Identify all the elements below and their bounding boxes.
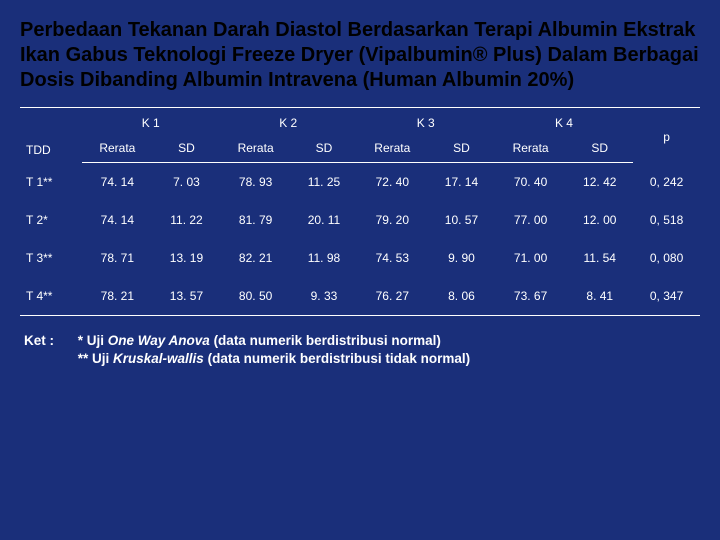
footnote-body: * Uji One Way Anova (data numerik berdis… xyxy=(78,332,694,368)
table-cell: 13. 57 xyxy=(153,277,220,316)
table-cell: 77. 00 xyxy=(495,201,567,239)
group-header: K 1 xyxy=(82,108,220,135)
group-header-row: TDD K 1 K 2 K 3 K 4 p xyxy=(20,108,700,135)
table-cell: 9. 90 xyxy=(428,239,495,277)
table-cell: 76. 27 xyxy=(357,277,429,316)
footnote-line1-suffix: (data numerik berdistribusi normal) xyxy=(210,333,441,348)
row-label: T 1** xyxy=(20,163,82,202)
p-cell: 0, 080 xyxy=(633,239,700,277)
footnote-line1-prefix: * Uji xyxy=(78,333,108,348)
slide-title: Perbedaan Tekanan Darah Diastol Berdasar… xyxy=(20,18,700,93)
table-cell: 74. 14 xyxy=(82,163,154,202)
sub-header-row: Rerata SD Rerata SD Rerata SD Rerata SD xyxy=(20,134,700,163)
table-row: T 2*74. 1411. 2281. 7920. 1179. 2010. 57… xyxy=(20,201,700,239)
subhead-sd: SD xyxy=(291,134,356,163)
p-cell: 0, 347 xyxy=(633,277,700,316)
row-label: T 4** xyxy=(20,277,82,316)
footnote-line2-ital: Kruskal-wallis xyxy=(113,351,204,366)
table-cell: 9. 33 xyxy=(291,277,356,316)
row-group-label: TDD xyxy=(20,108,82,163)
table-cell: 78. 21 xyxy=(82,277,154,316)
table-cell: 79. 20 xyxy=(357,201,429,239)
table-cell: 72. 40 xyxy=(357,163,429,202)
table-cell: 11. 25 xyxy=(291,163,356,202)
subhead-sd: SD xyxy=(566,134,633,163)
table-cell: 7. 03 xyxy=(153,163,220,202)
table-cell: 11. 98 xyxy=(291,239,356,277)
subhead-mean: Rerata xyxy=(82,134,154,163)
table-cell: 73. 67 xyxy=(495,277,567,316)
group-header: K 3 xyxy=(357,108,495,135)
table-cell: 13. 19 xyxy=(153,239,220,277)
footnote: Ket : * Uji One Way Anova (data numerik … xyxy=(20,332,700,368)
table-cell: 20. 11 xyxy=(291,201,356,239)
table-cell: 12. 42 xyxy=(566,163,633,202)
table-row: T 4**78. 2113. 5780. 509. 3376. 278. 067… xyxy=(20,277,700,316)
table-cell: 74. 14 xyxy=(82,201,154,239)
p-cell: 0, 518 xyxy=(633,201,700,239)
table-cell: 8. 41 xyxy=(566,277,633,316)
row-label: T 3** xyxy=(20,239,82,277)
table-row: T 1**74. 147. 0378. 9311. 2572. 4017. 14… xyxy=(20,163,700,202)
subhead-sd: SD xyxy=(153,134,220,163)
footnote-line2-prefix: ** Uji xyxy=(78,351,113,366)
table-cell: 11. 54 xyxy=(566,239,633,277)
table-cell: 17. 14 xyxy=(428,163,495,202)
table-cell: 78. 71 xyxy=(82,239,154,277)
table-cell: 74. 53 xyxy=(357,239,429,277)
table-cell: 78. 93 xyxy=(220,163,292,202)
table-cell: 82. 21 xyxy=(220,239,292,277)
table-cell: 10. 57 xyxy=(428,201,495,239)
footnote-label: Ket : xyxy=(24,332,74,350)
table-cell: 12. 00 xyxy=(566,201,633,239)
group-header: K 2 xyxy=(220,108,357,135)
table-body: T 1**74. 147. 0378. 9311. 2572. 4017. 14… xyxy=(20,163,700,316)
table-cell: 80. 50 xyxy=(220,277,292,316)
row-label: T 2* xyxy=(20,201,82,239)
table-cell: 11. 22 xyxy=(153,201,220,239)
p-header: p xyxy=(633,108,700,163)
subhead-mean: Rerata xyxy=(495,134,567,163)
table-row: T 3**78. 7113. 1982. 2111. 9874. 539. 90… xyxy=(20,239,700,277)
subhead-mean: Rerata xyxy=(220,134,292,163)
table-cell: 70. 40 xyxy=(495,163,567,202)
group-header: K 4 xyxy=(495,108,633,135)
footnote-line1-ital: One Way Anova xyxy=(108,333,210,348)
slide: Perbedaan Tekanan Darah Diastol Berdasar… xyxy=(0,0,720,540)
footnote-line2-suffix: (data numerik berdistribusi tidak normal… xyxy=(204,351,470,366)
table-cell: 71. 00 xyxy=(495,239,567,277)
data-table: TDD K 1 K 2 K 3 K 4 p Rerata SD Rerata S… xyxy=(20,107,700,316)
bottom-rule xyxy=(20,316,700,317)
table-cell: 81. 79 xyxy=(220,201,292,239)
table-cell: 8. 06 xyxy=(428,277,495,316)
p-cell: 0, 242 xyxy=(633,163,700,202)
subhead-sd: SD xyxy=(428,134,495,163)
subhead-mean: Rerata xyxy=(357,134,429,163)
